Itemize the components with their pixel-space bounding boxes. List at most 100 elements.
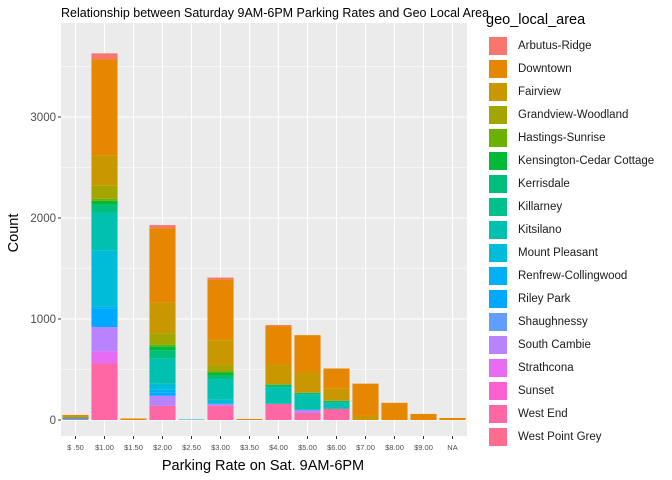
bar-segment bbox=[149, 333, 176, 345]
bar-segment bbox=[62, 416, 89, 418]
bar-segment bbox=[236, 418, 263, 420]
bar-segment bbox=[91, 363, 118, 420]
legend-item: Killarney bbox=[486, 195, 654, 218]
x-tick-label: $4.00 bbox=[269, 443, 288, 452]
bar-segment bbox=[149, 350, 176, 359]
x-tick-label: $6.00 bbox=[327, 443, 346, 452]
legend-item: Strathcona bbox=[486, 356, 654, 379]
bar-segment bbox=[207, 340, 234, 366]
legend-key bbox=[489, 312, 507, 331]
bar-segment bbox=[265, 325, 292, 327]
bar-segment bbox=[62, 418, 89, 419]
legend-items: Arbutus-Ridge Downtown Fairview Grandview-W… bbox=[486, 34, 654, 448]
legend-label: Mount Pleasant bbox=[518, 246, 598, 259]
bar-segment bbox=[91, 212, 118, 251]
legend-item: Kerrisdale bbox=[486, 172, 654, 195]
legend-label: Killarney bbox=[518, 200, 563, 213]
bar-segment bbox=[149, 389, 176, 393]
legend-label: Sunset bbox=[518, 384, 554, 397]
bar-segment bbox=[62, 417, 89, 419]
x-axis-label: Parking Rate on Sat. 9AM-6PM bbox=[162, 458, 364, 474]
legend-item: Kitsilano bbox=[486, 218, 654, 241]
x-tick-label: $1.00 bbox=[95, 443, 114, 452]
x-tick-label: $3.50 bbox=[240, 443, 259, 452]
legend-item: Hastings-Sunrise bbox=[486, 126, 654, 149]
bar-segment bbox=[62, 414, 89, 417]
legend-label: Arbutus-Ridge bbox=[518, 39, 592, 52]
legend-label: West End bbox=[518, 407, 568, 420]
y-axis-label: Count bbox=[6, 214, 22, 253]
bar-segment bbox=[323, 400, 350, 403]
bar-segment bbox=[91, 204, 118, 213]
legend-key bbox=[489, 358, 507, 377]
legend-key bbox=[489, 404, 507, 423]
legend-item: Renfrew-Collingwood bbox=[486, 264, 654, 287]
chart-title: Relationship between Saturday 9AM-6PM Pa… bbox=[61, 6, 490, 20]
bar-segment bbox=[62, 418, 89, 420]
bar-segment bbox=[323, 402, 350, 409]
legend-key bbox=[489, 174, 507, 193]
bar-segment bbox=[149, 395, 176, 406]
bar-segment bbox=[265, 364, 292, 385]
x-tick-label: $5.00 bbox=[298, 443, 317, 452]
x-tick-label: NA bbox=[447, 443, 457, 452]
bar-layer bbox=[62, 53, 466, 420]
legend-key bbox=[489, 151, 507, 170]
legend-label: Kitsilano bbox=[518, 223, 562, 236]
bar-segment bbox=[323, 408, 350, 420]
bar-segment bbox=[352, 383, 379, 416]
bar-segment bbox=[149, 302, 176, 334]
legend-key bbox=[489, 266, 507, 285]
legend-key bbox=[489, 197, 507, 216]
bar-segment bbox=[207, 365, 234, 372]
bar-segment bbox=[294, 412, 321, 420]
bar-segment bbox=[178, 419, 205, 420]
bar-segment bbox=[207, 399, 234, 404]
bar-segment bbox=[91, 53, 118, 60]
legend-key bbox=[489, 105, 507, 124]
bar-segment bbox=[265, 326, 292, 365]
legend-item: Shaughnessy bbox=[486, 310, 654, 333]
legend-label: Downtown bbox=[518, 62, 572, 75]
x-tick-label: $3.00 bbox=[211, 443, 230, 452]
x-tick-label: $2.50 bbox=[182, 443, 201, 452]
y-tick-label: 2000 bbox=[30, 213, 56, 225]
legend-label: Shaughnessy bbox=[518, 315, 588, 328]
legend-label: West Point Grey bbox=[518, 430, 602, 443]
legend-key bbox=[489, 59, 507, 78]
x-tick-label: $9.00 bbox=[414, 443, 433, 452]
legend-item: West End bbox=[486, 402, 654, 425]
x-tick-label: $7.00 bbox=[356, 443, 375, 452]
bar-segment bbox=[207, 372, 234, 376]
x-tick-label: $8.00 bbox=[385, 443, 404, 452]
bar-segment bbox=[294, 392, 321, 395]
bar-segment bbox=[149, 346, 176, 351]
bar-segment bbox=[91, 155, 118, 186]
bar-segment bbox=[207, 279, 234, 341]
bar-segment bbox=[149, 405, 176, 420]
legend-label: Strathcona bbox=[518, 361, 574, 374]
bar-segment bbox=[207, 403, 234, 406]
x-tick-label: $1.50 bbox=[124, 443, 143, 452]
legend-label: Renfrew-Collingwood bbox=[518, 269, 628, 282]
bar-segment bbox=[294, 394, 321, 410]
legend-key bbox=[489, 82, 507, 101]
bar-segment bbox=[207, 379, 234, 400]
bar-segment bbox=[207, 277, 234, 280]
legend-label: Riley Park bbox=[518, 292, 571, 305]
legend-label: Fairview bbox=[518, 85, 561, 98]
legend-key bbox=[489, 220, 507, 239]
legend-item: Grandview-Woodland bbox=[486, 103, 654, 126]
axis-layer: 0 1000 2000 3000 $ .50 $1.00 $1.50 $2.00 $2.50 $3… bbox=[30, 112, 457, 452]
bar-segment bbox=[91, 59, 118, 156]
legend-key bbox=[489, 243, 507, 262]
legend-item: Fairview bbox=[486, 80, 654, 103]
legend-key bbox=[489, 335, 507, 354]
y-tick-label: 3000 bbox=[30, 112, 56, 124]
x-tick-label: $ .50 bbox=[67, 443, 84, 452]
bar-segment bbox=[91, 200, 118, 205]
bar-segment bbox=[439, 417, 466, 420]
legend-label: Kensington-Cedar Cottage bbox=[518, 154, 655, 167]
legend-key bbox=[489, 427, 507, 446]
